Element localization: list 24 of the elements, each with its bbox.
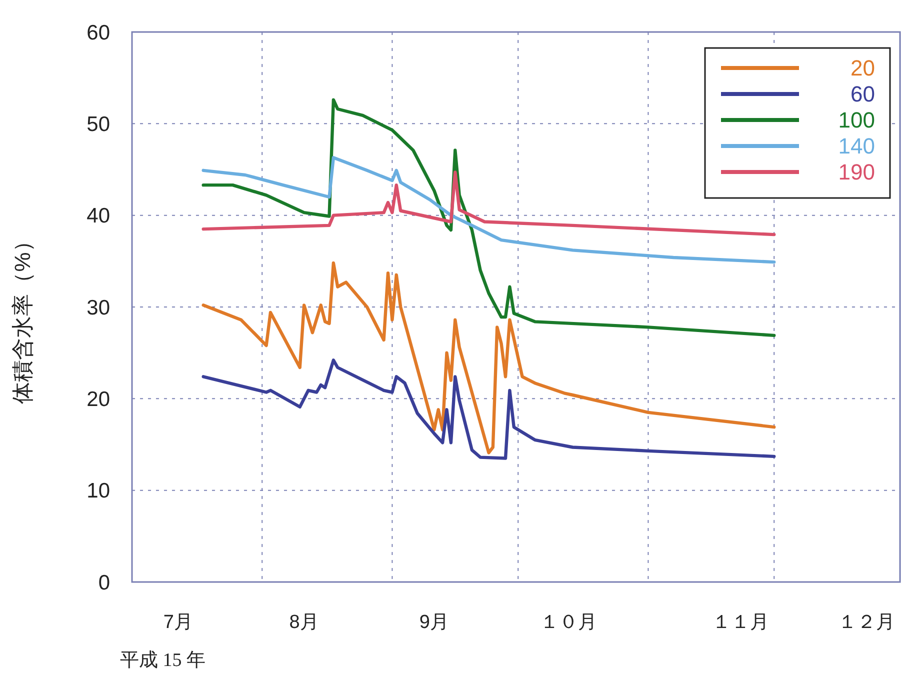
y-axis-title: 体積含水率（%） [10, 230, 35, 404]
y-tick-label: 20 [86, 388, 110, 412]
x-tick-label: １２月 [838, 612, 895, 633]
x-tick-label: １０月 [540, 612, 597, 633]
x-tick-label: １１月 [712, 612, 770, 633]
y-tick-label: 60 [86, 21, 110, 44]
x-tick-label: 8月 [289, 612, 319, 633]
line-series [202, 358, 776, 460]
legend-label: 100 [838, 108, 875, 133]
line-series [202, 261, 776, 454]
line-series [202, 170, 776, 236]
legend-label: 20 [850, 56, 875, 81]
y-tick-label: 0 [98, 571, 110, 594]
legend-label: 60 [850, 82, 875, 107]
line-series [202, 156, 776, 264]
legend-label: 140 [838, 134, 875, 159]
text: 平成 15 年 [120, 650, 206, 671]
legend-label: 190 [838, 160, 875, 185]
x-tick-label: 7月 [163, 612, 193, 633]
y-tick-label: 30 [86, 296, 110, 320]
y-tick-label: 50 [86, 113, 110, 136]
x-tick-label: 9月 [419, 612, 449, 633]
y-tick-label: 40 [86, 204, 110, 228]
y-tick-label: 10 [86, 480, 110, 503]
